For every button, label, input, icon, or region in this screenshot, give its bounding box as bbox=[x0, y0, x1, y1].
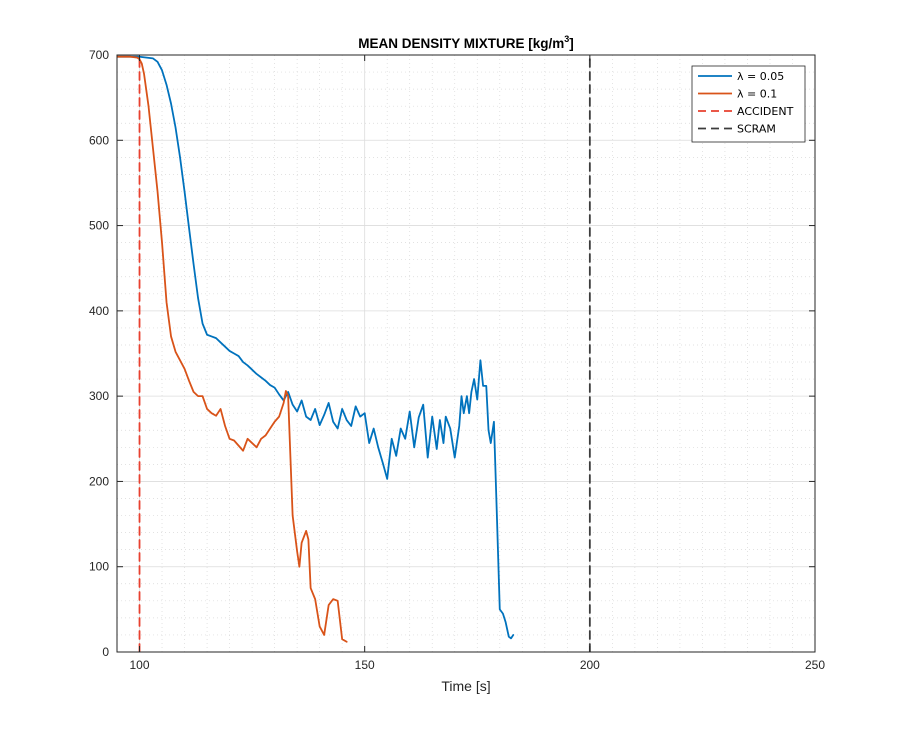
chart-title-suffix: ] bbox=[569, 36, 574, 51]
legend-entry-label: λ = 0.05 bbox=[737, 70, 784, 83]
x-axis-label: Time [s] bbox=[441, 678, 490, 694]
chart-title-superscript: 3 bbox=[564, 34, 569, 44]
series-layer bbox=[117, 55, 591, 652]
legend-entry-label: ACCIDENT bbox=[737, 105, 794, 118]
y-tick-label: 200 bbox=[89, 474, 109, 488]
series-line-0-1 bbox=[117, 55, 348, 643]
x-tick-label: 100 bbox=[130, 658, 150, 672]
y-axis: 0 100 200 300 400 500 600 700 bbox=[89, 48, 815, 659]
plot-area bbox=[117, 55, 815, 652]
y-tick-label: 500 bbox=[89, 219, 109, 233]
chart-title-main: MEAN DENSITY MIXTURE [kg/m bbox=[358, 36, 564, 51]
y-tick-label: 600 bbox=[89, 133, 109, 147]
x-tick-label: 250 bbox=[805, 658, 825, 672]
minor-grid bbox=[116, 55, 815, 652]
y-tick-label: 0 bbox=[102, 645, 109, 659]
x-tick-label: 150 bbox=[355, 658, 375, 672]
legend: λ = 0.05 λ = 0.1 ACCIDENT SCRAM bbox=[691, 65, 806, 143]
chart-title: MEAN DENSITY MIXTURE [kg/m3] bbox=[358, 34, 574, 51]
legend-entry-label: SCRAM bbox=[737, 123, 776, 136]
legend-box bbox=[691, 65, 806, 143]
plot-frame bbox=[116, 54, 816, 653]
y-tick-label: 400 bbox=[89, 304, 109, 318]
legend-entry-label: λ = 0.1 bbox=[737, 88, 777, 101]
y-tick-label: 700 bbox=[89, 48, 109, 62]
x-axis: 100 150 200 250 bbox=[130, 55, 825, 672]
x-tick-label: 200 bbox=[580, 658, 600, 672]
y-tick-label: 100 bbox=[89, 560, 109, 574]
y-tick-label: 300 bbox=[89, 389, 109, 403]
series-line-0-05 bbox=[117, 55, 515, 640]
